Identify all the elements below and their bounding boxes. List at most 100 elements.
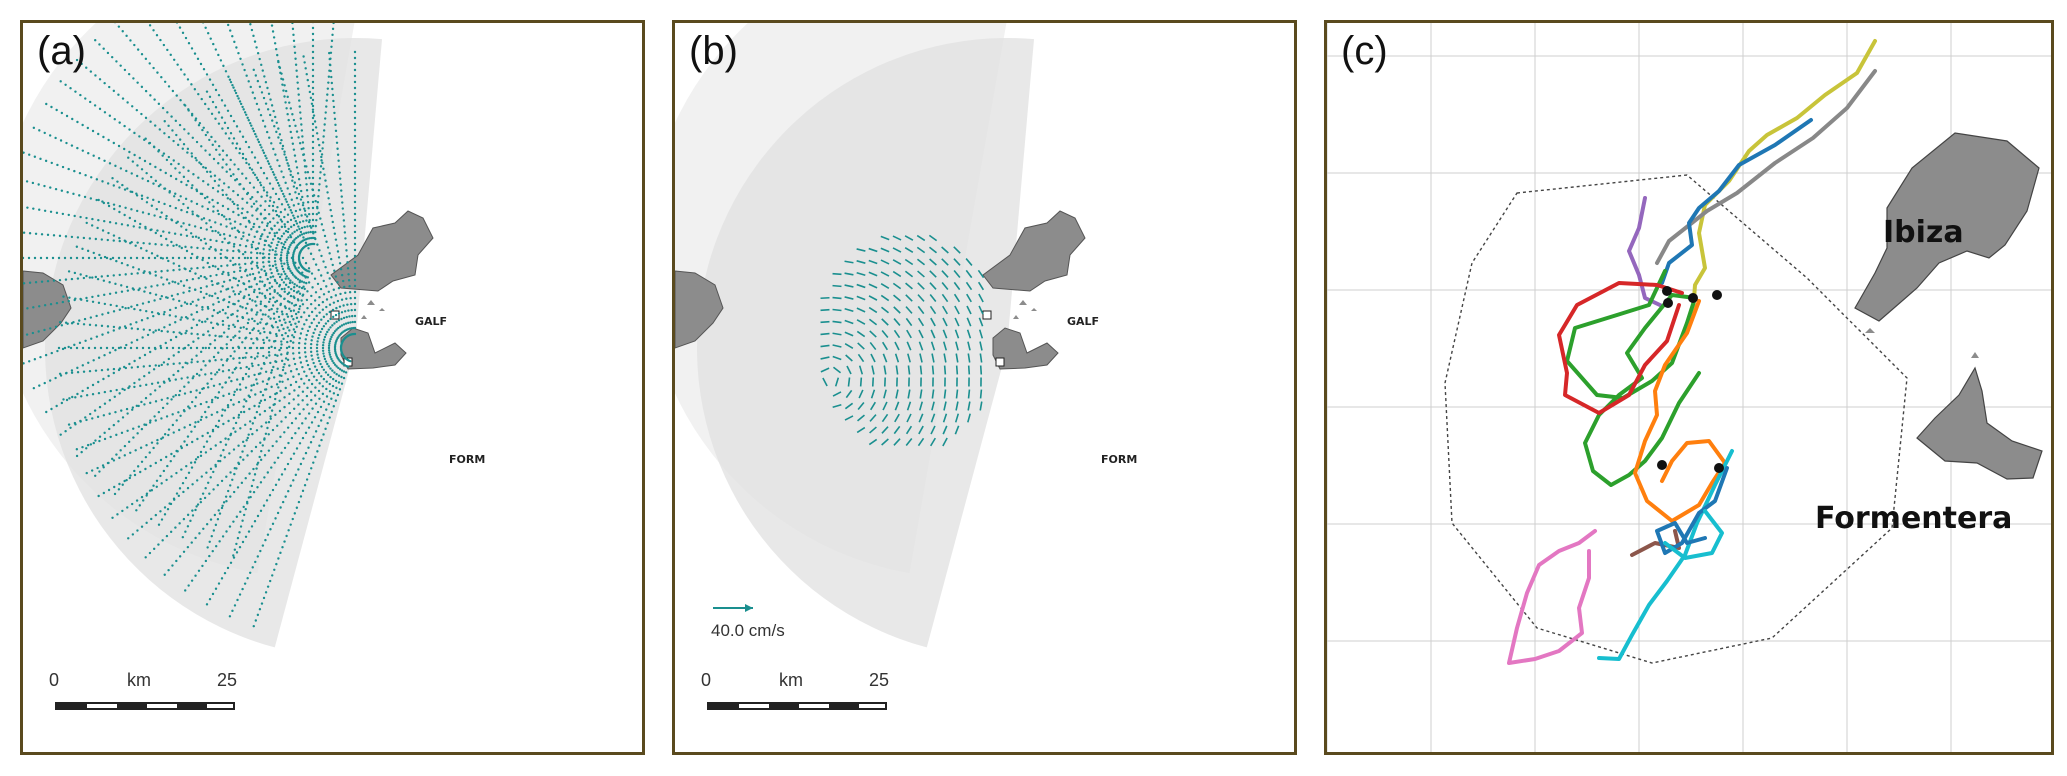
radial-dot: [244, 269, 247, 273]
radial-dot: [250, 337, 253, 341]
radial-dot: [335, 141, 339, 144]
radial-dot: [210, 534, 213, 538]
radial-dot: [236, 94, 239, 98]
radial-dot: [208, 201, 211, 204]
radial-dot: [85, 216, 88, 220]
radial-dot: [327, 349, 331, 352]
radial-dot: [172, 455, 176, 458]
current-vector: [893, 306, 901, 314]
radial-dot: [316, 410, 320, 414]
scale-bar-b: 0 km 25: [697, 670, 917, 730]
radial-dot: [255, 102, 259, 106]
radial-dot: [336, 393, 340, 397]
radial-dot: [227, 327, 230, 330]
radial-dot: [135, 338, 139, 342]
radial-dot: [247, 280, 251, 283]
radial-dot: [231, 83, 234, 87]
radial-dot: [324, 371, 328, 374]
radial-dot: [105, 346, 109, 350]
radial-dot: [204, 242, 208, 245]
radial-dot: [112, 423, 116, 427]
radial-dot: [287, 345, 291, 349]
radial-dot: [342, 376, 346, 380]
radial-dot: [303, 370, 306, 373]
scale-bar-graphic: [55, 702, 235, 710]
radial-dot: [221, 158, 225, 161]
radial-dot: [293, 181, 297, 184]
radial-dot: [241, 197, 244, 201]
radial-dot: [281, 368, 285, 372]
radial-dot: [328, 382, 331, 386]
radial-dot: [278, 237, 282, 241]
radial-dot: [241, 252, 245, 256]
radial-dot: [306, 306, 309, 310]
radial-dot: [190, 246, 193, 249]
radial-dot: [199, 418, 203, 422]
radial-dot: [250, 205, 253, 208]
radial-dot: [220, 479, 224, 483]
scale-end: 25: [869, 670, 890, 690]
radial-dot: [291, 113, 294, 116]
radial-dot: [61, 300, 65, 304]
radial-dot: [200, 415, 203, 419]
radial-dot: [310, 421, 314, 424]
radial-dot: [187, 343, 190, 347]
release-point: [1663, 298, 1673, 308]
radial-dot: [128, 150, 131, 154]
radial-dot: [209, 170, 212, 174]
radial-dot: [353, 176, 357, 180]
radial-dot: [247, 530, 251, 533]
radial-dot: [205, 471, 208, 474]
radial-dot: [268, 292, 272, 296]
radial-dot: [186, 151, 189, 154]
radial-dot: [247, 496, 251, 499]
radial-dot: [252, 478, 255, 482]
radial-dot: [221, 323, 225, 326]
radial-dot: [50, 351, 53, 355]
radial-dot: [211, 326, 215, 330]
radial-dot: [255, 378, 258, 381]
radial-dot: [323, 335, 327, 339]
radial-dot: [103, 431, 106, 435]
radial-dot: [292, 204, 296, 207]
radial-dot: [160, 295, 164, 298]
radial-dot: [233, 325, 237, 329]
panel-c-drifter-map: (c) Ibiza Formentera: [1324, 20, 2054, 755]
radial-dot: [126, 506, 129, 509]
current-vector: [929, 437, 937, 447]
radial-dot: [157, 184, 161, 188]
radial-dot: [90, 337, 93, 340]
radial-dot: [136, 272, 139, 275]
radial-dot: [325, 285, 328, 288]
radial-dot: [294, 380, 298, 384]
radial-dot: [228, 525, 232, 528]
radial-dot: [149, 401, 152, 405]
radial-dot: [249, 495, 252, 499]
radial-dot: [353, 230, 357, 234]
radial-dot: [295, 284, 299, 287]
radial-dot: [304, 431, 308, 435]
radial-dot: [244, 244, 248, 248]
radial-dot: [228, 168, 232, 171]
radial-dot: [311, 224, 315, 228]
radial-dot: [83, 317, 87, 321]
radial-dot: [325, 380, 328, 383]
current-vector: [917, 437, 925, 447]
radial-dot: [157, 328, 161, 332]
radial-dot: [91, 383, 95, 387]
radial-dot: [292, 241, 296, 244]
radial-dot: [292, 318, 295, 321]
radial-dot: [160, 398, 164, 401]
radial-dot: [294, 322, 297, 325]
radial-dot: [280, 273, 283, 276]
radial-dot: [129, 474, 132, 477]
radial-dot: [303, 225, 306, 229]
radial-dot: [130, 502, 134, 506]
current-vector: [868, 318, 878, 326]
radial-dot: [309, 346, 313, 350]
radial-dot: [314, 307, 317, 310]
current-vector: [881, 438, 889, 446]
radial-dot: [297, 373, 301, 376]
radial-dot: [241, 152, 245, 156]
radial-dot: [292, 33, 295, 37]
